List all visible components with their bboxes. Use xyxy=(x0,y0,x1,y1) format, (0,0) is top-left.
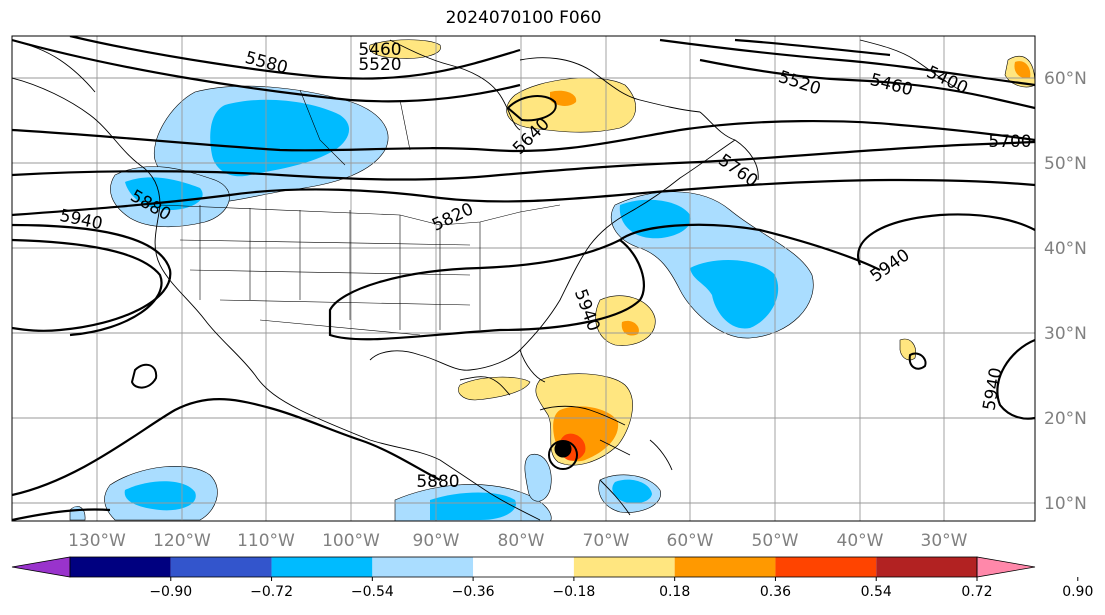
lon-label: 30°W xyxy=(921,531,968,551)
colorbar-tick-label: 0.36 xyxy=(760,584,791,600)
latitude-labels: 60°N 50°N 40°N 30°N 20°N 10°N xyxy=(1044,69,1087,514)
colorbar-segment xyxy=(674,557,776,577)
height-contours xyxy=(12,36,1035,521)
lat-label: 50°N xyxy=(1044,154,1087,174)
colorbar-frame xyxy=(69,556,978,578)
lon-label: 100°W xyxy=(322,531,380,551)
lon-label: 80°W xyxy=(498,531,545,551)
colorbar-tick-label: −0.90 xyxy=(149,584,192,600)
colorbar-tick-label: 0.90 xyxy=(1062,584,1093,600)
coastlines xyxy=(12,39,961,521)
strong-negative-anomaly-fill xyxy=(124,99,779,520)
contour-label: 5700 xyxy=(988,132,1031,152)
lon-label: 90°W xyxy=(413,531,460,551)
colorbar-segment xyxy=(170,557,272,577)
contour-label: 5460 xyxy=(358,40,401,60)
colorbar-segment xyxy=(70,557,171,577)
colorbar-tick-label: −0.36 xyxy=(452,584,495,600)
lat-label: 10°N xyxy=(1044,494,1087,514)
contour-label: 5880 xyxy=(416,472,459,492)
colorbar-tick-label: −0.18 xyxy=(552,584,595,600)
lat-label: 40°N xyxy=(1044,239,1087,259)
colorbar-tick-label: −0.54 xyxy=(351,584,394,600)
closed-contours xyxy=(130,95,927,389)
colorbar: −0.90 −0.72 −0.54 −0.36 −0.18 0.18 0.36 0.54 0.7… xyxy=(11,556,1093,600)
map-title: 2024070100 F060 xyxy=(445,8,602,28)
lon-label: 40°W xyxy=(837,531,884,551)
hurricane-marker xyxy=(548,440,578,470)
colorbar-segment xyxy=(876,557,977,577)
colorbar-tick-label: −0.72 xyxy=(250,584,293,600)
map-panel: 5460 5520 5580 5640 5700 5760 5820 5880 … xyxy=(12,36,1035,521)
lon-label: 70°W xyxy=(583,531,630,551)
colorbar-segment xyxy=(271,557,373,577)
lat-label: 30°N xyxy=(1044,324,1087,344)
contour-label: 5520 xyxy=(358,55,401,75)
colorbar-tick-label: 0.72 xyxy=(961,584,992,600)
longitude-labels: 130°W 120°W 110°W 100°W 90°W 80°W 70°W 6… xyxy=(68,531,968,551)
colorbar-segment xyxy=(473,557,574,577)
lon-label: 50°W xyxy=(752,531,799,551)
lon-label: 130°W xyxy=(68,531,126,551)
lat-label: 60°N xyxy=(1044,69,1087,89)
colorbar-tick-label: 0.18 xyxy=(659,584,690,600)
lon-label: 110°W xyxy=(237,531,295,551)
colorbar-segment xyxy=(775,557,877,577)
colorbar-tick-label: 0.54 xyxy=(861,584,892,600)
lat-label: 20°N xyxy=(1044,409,1087,429)
colorbar-max-extension xyxy=(976,556,1036,578)
colorbar-min-extension xyxy=(11,556,71,578)
map-frame xyxy=(11,35,1036,522)
lon-label: 120°W xyxy=(153,531,211,551)
colorbar-segment xyxy=(372,557,474,577)
colorbar-segment xyxy=(573,557,675,577)
political-borders xyxy=(159,89,561,336)
lon-label: 60°W xyxy=(667,531,714,551)
